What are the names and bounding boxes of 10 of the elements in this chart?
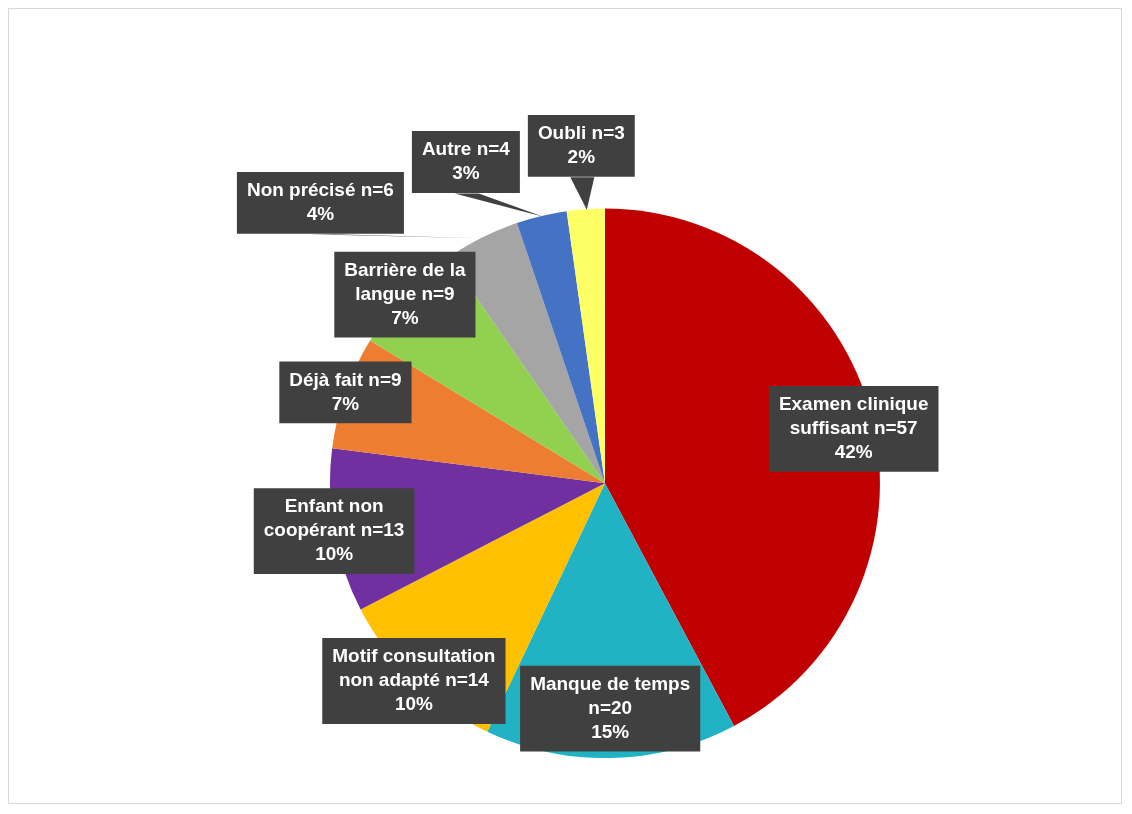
slice-label: Autre n=4 3% (421, 138, 511, 184)
slice-label: Oubli n=3 2% (537, 122, 625, 167)
slice-label: Non précisé n=6 4% (246, 179, 394, 224)
slice-label: Examen clinique suffisant n=57 42% (778, 393, 929, 462)
slice-label: Déjà fait n=9 7% (289, 368, 402, 414)
slice-label: Enfant non coopérant n=13 10% (263, 495, 405, 565)
data-label: n=20 15% (588, 696, 633, 742)
slice-label: Motif consultation non adapté n=14 10% (332, 645, 496, 715)
slice-label: Barrière de la langue n=9 7% (344, 259, 466, 328)
slice-label: Manque de temps (530, 672, 691, 694)
